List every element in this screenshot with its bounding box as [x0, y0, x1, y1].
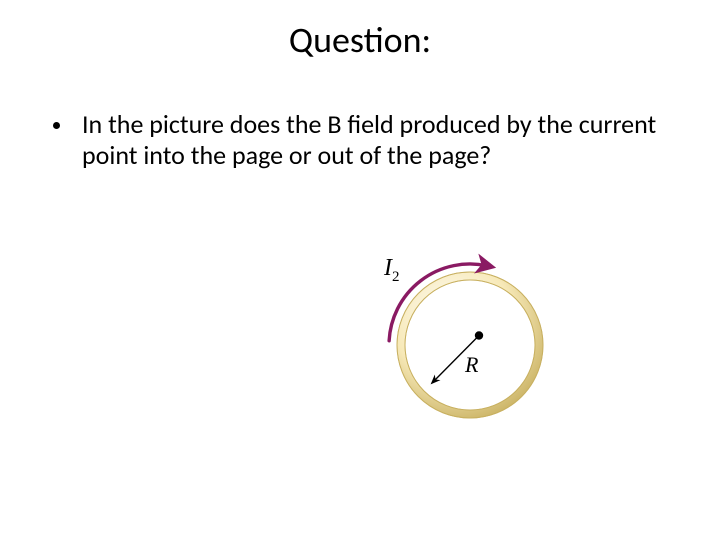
- slide-title: Question:: [0, 18, 720, 62]
- bullet-text: In the picture does the B field produced…: [82, 109, 673, 171]
- svg-text:R: R: [464, 352, 479, 377]
- bullet-marker: [53, 122, 60, 129]
- bullet-item: In the picture does the B field produced…: [53, 109, 673, 171]
- svg-text:I2: I2: [383, 255, 400, 285]
- current-loop-diagram: R I2: [370, 250, 555, 435]
